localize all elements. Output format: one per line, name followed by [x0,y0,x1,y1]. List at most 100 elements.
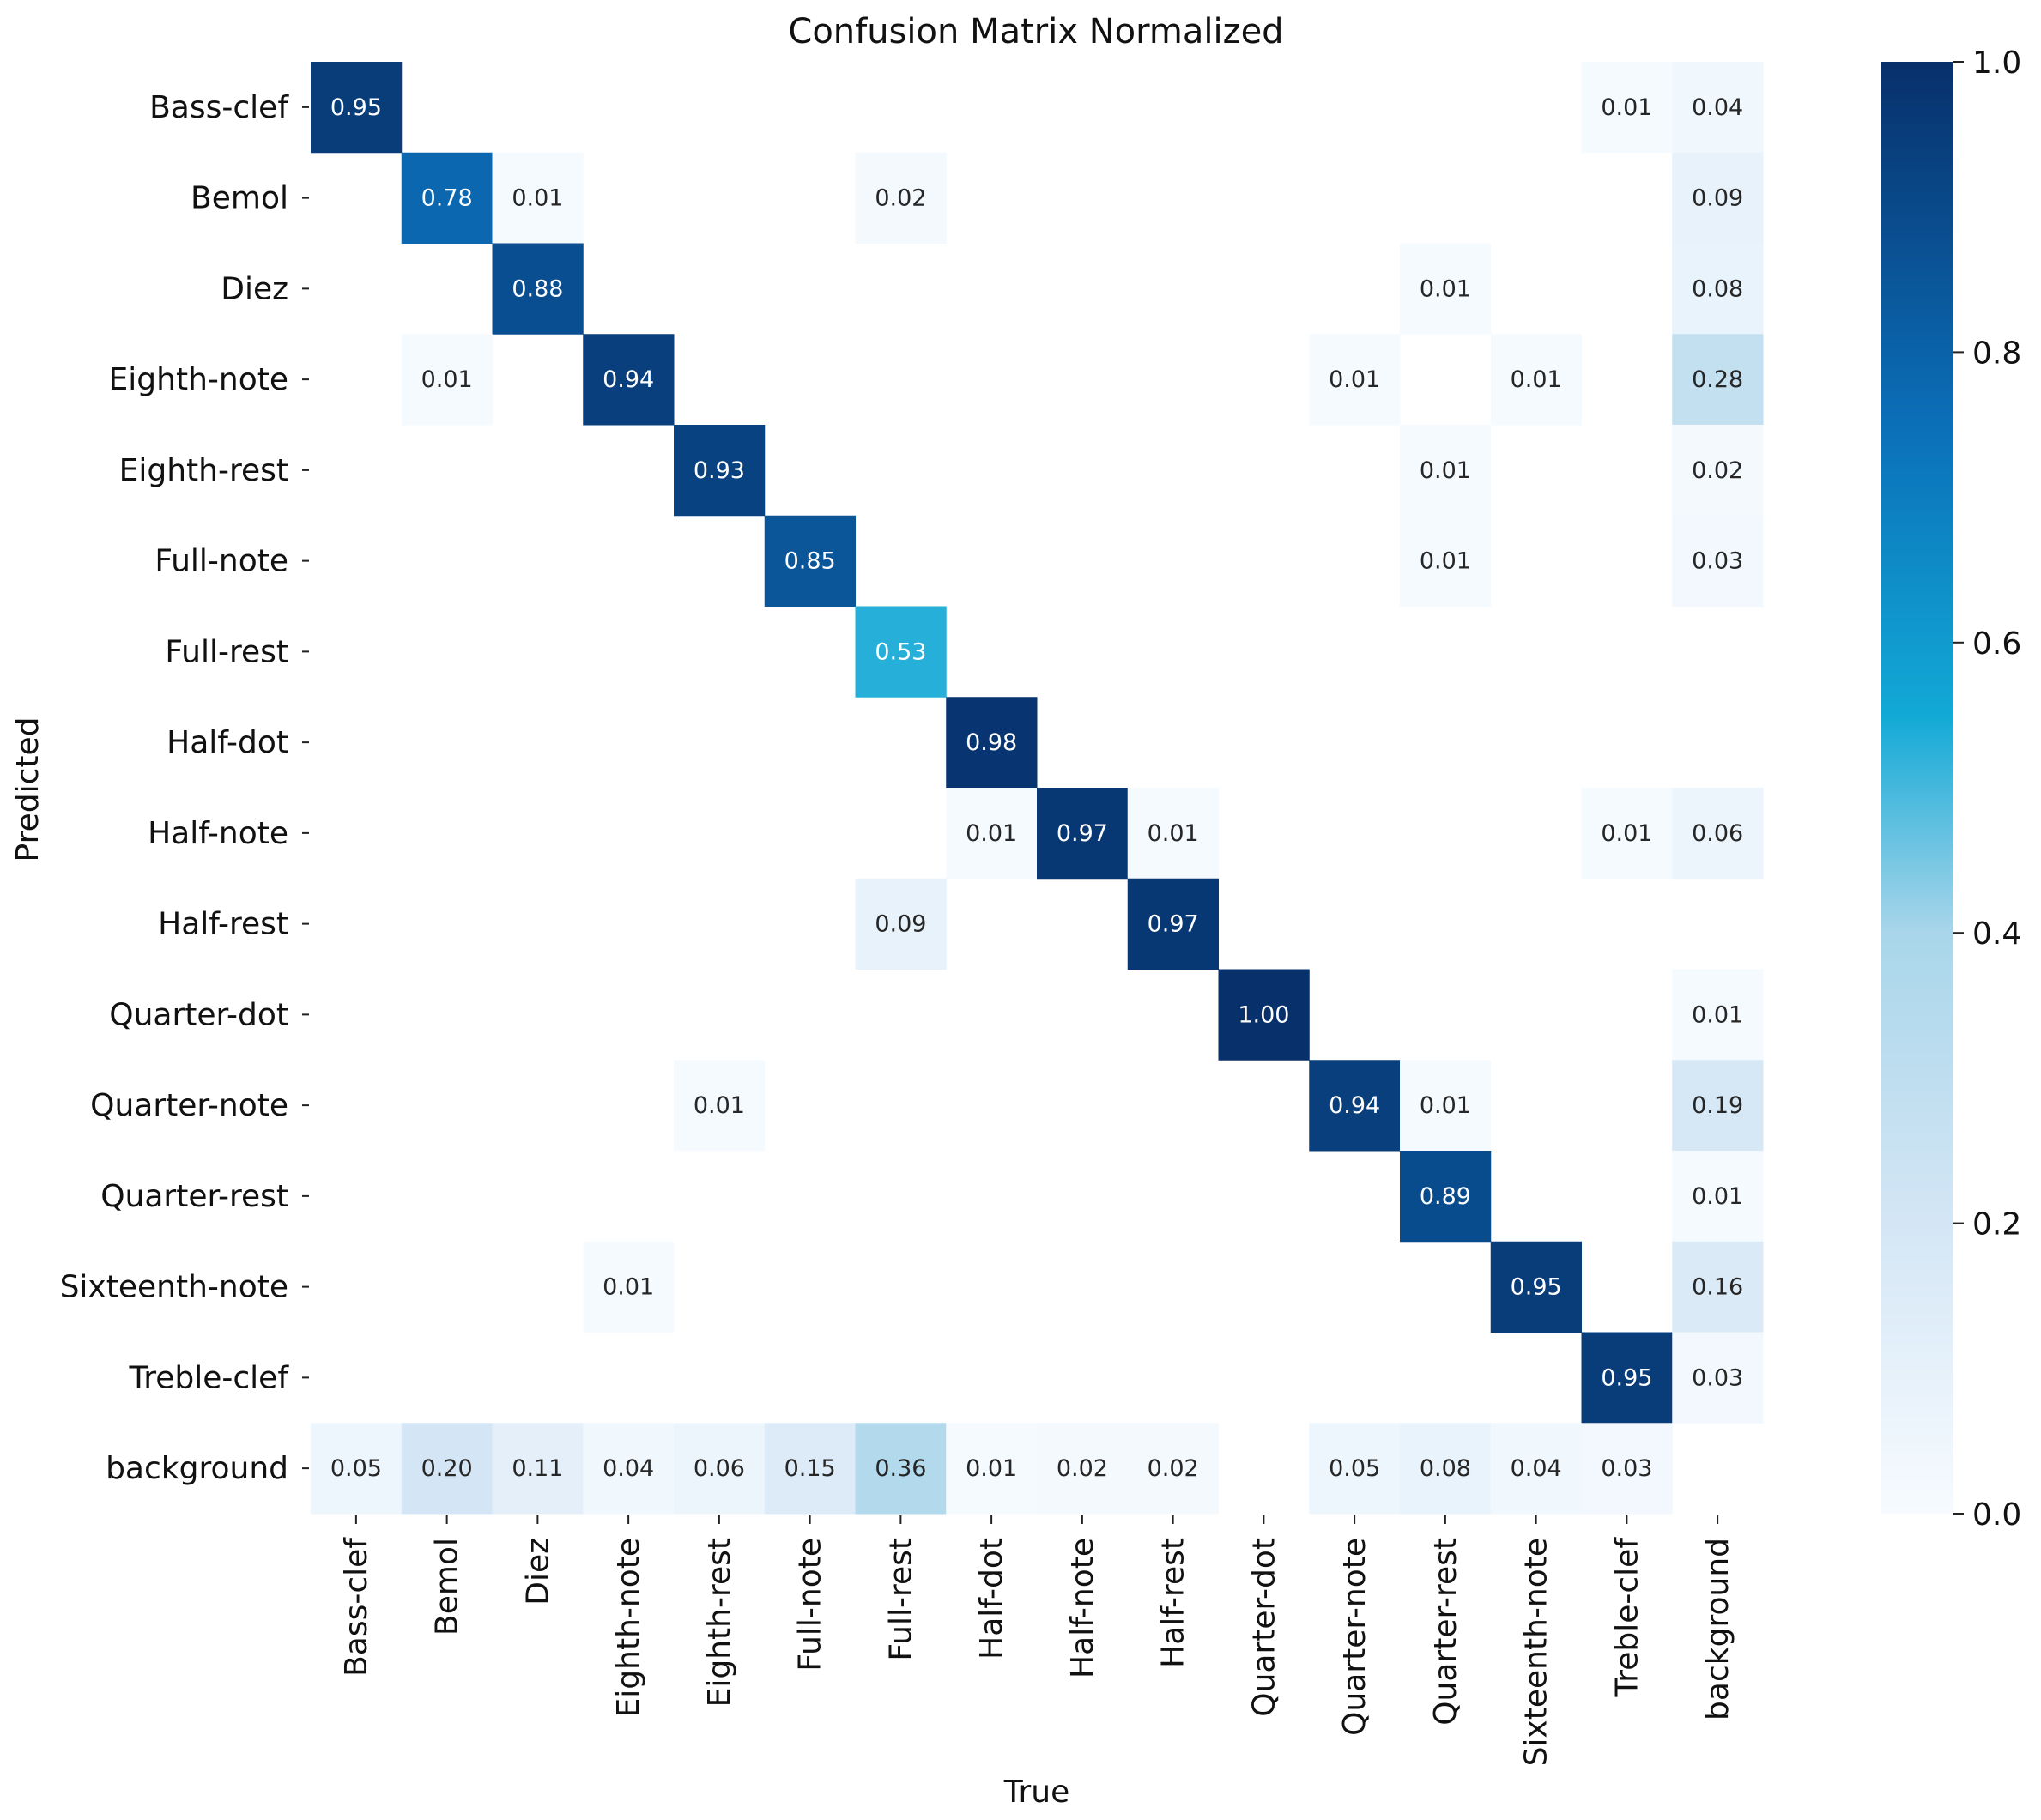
heatmap-cell [1672,1151,1764,1243]
heatmap-cell [492,1423,584,1515]
cell-value-label: 0.01 [512,185,563,212]
cell-value-label: 0.01 [1148,820,1199,847]
cell-value-label: 0.78 [421,185,473,212]
heatmap-cell [492,243,584,335]
cell-value-label: 0.02 [1148,1455,1199,1482]
y-tick-label: Full-note [154,544,288,579]
x-tick-label: Half-note [1065,1538,1100,1678]
heatmap-cell [1400,243,1492,335]
heatmap-cell [1309,1423,1401,1515]
y-tick-label: Quarter-rest [100,1179,288,1214]
heatmap-cell [1672,152,1764,244]
cell-value-label: 0.06 [693,1455,745,1482]
cell-value-label: 0.01 [1420,548,1471,575]
y-tick-label: Sixteenth-note [60,1270,288,1305]
cell-value-label: 0.01 [1601,820,1652,847]
x-tick-label: Bemol [430,1538,465,1636]
colorbar-tick-label: 1.0 [1972,45,2021,81]
cell-value-label: 0.98 [966,729,1017,756]
cell-value-label: 0.04 [603,1455,654,1482]
cell-value-label: 0.19 [1692,1092,1743,1119]
heatmap-cell [1127,788,1219,880]
cell-value-label: 0.93 [693,457,745,484]
heatmap-cell [1400,1151,1492,1243]
heatmap-cell [1581,788,1673,880]
cell-value-label: 0.01 [966,820,1017,847]
cell-value-label: 0.94 [603,366,654,393]
cell-value-label: 0.08 [1420,1455,1471,1482]
cell-value-label: 0.20 [421,1455,473,1482]
x-axis-title: True [1003,1775,1069,1810]
cell-value-label: 0.09 [1692,185,1743,212]
cell-value-label: 0.03 [1601,1455,1652,1482]
heatmap-cell [946,697,1038,789]
heatmap-cell [1490,1423,1582,1515]
heatmap-cell [1309,1060,1401,1152]
heatmap-cell [855,1423,947,1515]
x-tick-label: background [1700,1538,1735,1720]
cell-value-label: 0.01 [1420,275,1471,302]
cell-value-label: 0.01 [1420,1092,1471,1119]
chart-title: Confusion Matrix Normalized [788,12,1283,51]
x-tick-label: Eighth-note [611,1538,646,1717]
cell-value-label: 0.95 [1511,1274,1562,1301]
cell-value-label: 0.03 [1692,1364,1743,1391]
heatmap-cell [1037,788,1129,880]
heatmap-cell [583,1241,675,1333]
y-axis-title: Predicted [10,717,45,862]
cell-value-label: 0.02 [1057,1455,1108,1482]
cell-value-label: 0.01 [1420,457,1471,484]
x-tick-label: Half-dot [974,1538,1009,1660]
cell-value-label: 0.01 [1601,94,1652,121]
heatmap-cell [855,152,947,244]
cell-value-label: 1.00 [1238,1001,1289,1028]
cell-value-label: 0.02 [1692,457,1743,484]
heatmap-cell [1127,878,1219,970]
heatmap-cell [1672,515,1764,607]
cell-value-label: 0.95 [330,94,382,121]
heatmap-cell [1581,1332,1673,1424]
cell-value-label: 0.08 [1692,275,1743,302]
cell-value-label: 0.53 [875,638,926,665]
heatmap-cell [674,1423,766,1515]
cell-value-label: 0.04 [1692,94,1743,121]
heatmap-cell [1672,243,1764,335]
heatmap-cell [311,1423,403,1515]
cell-value-label: 0.11 [512,1455,563,1482]
y-tick-label: Half-rest [158,907,288,942]
heatmap-cell [946,1423,1038,1515]
heatmap-cell [1672,62,1764,154]
x-tick-label: Half-rest [1156,1538,1191,1668]
heatmap-cell [946,788,1038,880]
cell-value-label: 0.01 [1692,1183,1743,1210]
heatmap-cell [1672,1241,1764,1333]
y-tick-label: Quarter-dot [109,997,288,1032]
heatmap-cell [1581,1423,1673,1515]
cell-value-label: 0.88 [512,275,563,302]
x-tick-label: Eighth-rest [702,1538,737,1707]
cell-value-label: 0.95 [1601,1364,1652,1391]
cell-value-label: 0.05 [1329,1455,1380,1482]
x-tick-label: Quarter-rest [1428,1538,1463,1726]
x-tick-label: Quarter-note [1337,1538,1372,1736]
y-tick-label: Bemol [191,181,288,216]
heatmap-cell [1400,425,1492,517]
heatmap-cell [401,1423,493,1515]
colorbar-tick-label: 0.4 [1972,916,2021,952]
cell-value-label: 0.09 [875,911,926,938]
cell-value-label: 0.06 [1692,820,1743,847]
cell-value-label: 0.97 [1057,820,1108,847]
cell-value-label: 0.01 [1329,366,1380,393]
heatmap-cell [492,152,584,244]
heatmap-cell [583,1423,675,1515]
cell-value-label: 0.28 [1692,366,1743,393]
heatmap-cell [1400,515,1492,607]
heatmap-cells: 0.95 0.01 0.04 0.78 0.01 0.02 0.09 0.88 0.01 0.08… [311,62,1764,1515]
cell-value-label: 0.97 [1148,911,1199,938]
heatmap-cell [1581,62,1673,154]
y-tick-label: background [106,1451,288,1486]
heatmap-cell [401,334,493,426]
cell-value-label: 0.05 [330,1455,382,1482]
